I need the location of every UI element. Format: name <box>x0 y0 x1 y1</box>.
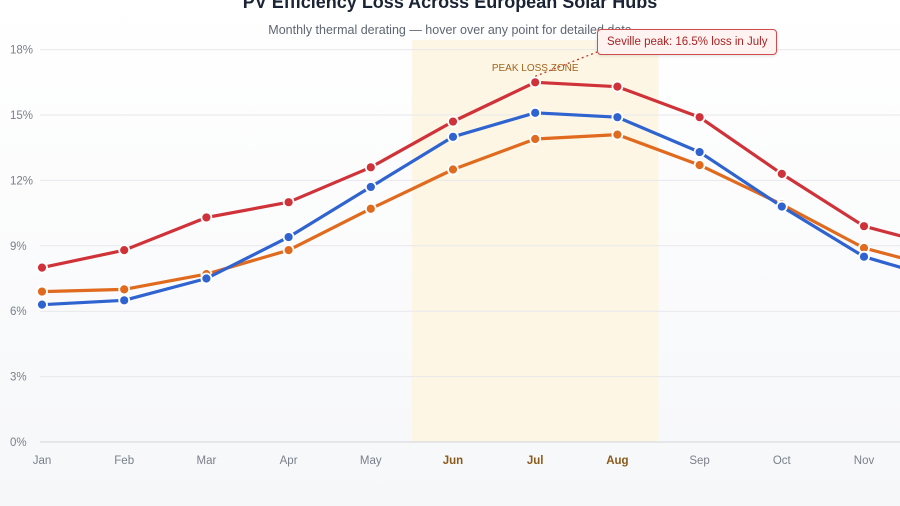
data-point[interactable] <box>529 133 542 145</box>
y-tick-label: 3% <box>10 372 27 384</box>
data-point[interactable] <box>118 283 131 296</box>
data-point[interactable] <box>364 181 377 193</box>
data-point[interactable] <box>693 159 706 172</box>
series-line <box>40 80 900 270</box>
y-tick-label: 6% <box>10 306 27 318</box>
data-point[interactable] <box>858 250 870 263</box>
data-point[interactable] <box>611 111 624 124</box>
peak-loss-zone-band <box>411 40 659 442</box>
data-point[interactable] <box>447 115 459 128</box>
seville-peak-tooltip: Seville peak: 16.5% loss in July <box>597 29 778 55</box>
series-line <box>40 111 900 307</box>
data-point[interactable] <box>693 111 706 124</box>
data-point[interactable] <box>858 220 870 233</box>
x-tick-label: Nov <box>854 455 875 467</box>
x-tick-label: Jan <box>33 455 52 467</box>
data-point[interactable] <box>529 106 542 119</box>
x-tick-label: Oct <box>773 455 792 467</box>
data-point[interactable] <box>282 196 295 209</box>
x-tick-label: Apr <box>280 455 298 467</box>
tooltip-leader-line <box>534 51 598 77</box>
x-tick-label: Aug <box>606 455 628 467</box>
data-point[interactable] <box>693 146 706 158</box>
data-point[interactable] <box>775 200 788 213</box>
data-point[interactable] <box>282 244 295 257</box>
data-point[interactable] <box>36 261 48 274</box>
series-line <box>40 133 900 294</box>
data-point[interactable] <box>282 231 295 243</box>
y-tick-label: 15% <box>10 110 33 122</box>
peak-loss-zone-label: PEAK LOSS ZONE <box>492 63 579 74</box>
data-point[interactable] <box>118 244 131 257</box>
data-point[interactable] <box>611 80 624 93</box>
x-tick-label: Jul <box>527 455 544 467</box>
data-point[interactable] <box>364 161 377 174</box>
data-point[interactable] <box>118 294 131 307</box>
data-point[interactable] <box>36 298 48 311</box>
y-tick-label: 12% <box>10 175 33 187</box>
chart-title: PV Efficiency Loss Across European Solar… <box>242 0 658 12</box>
data-point[interactable] <box>447 163 459 176</box>
y-tick-label: 18% <box>10 45 33 57</box>
x-tick-label: Jun <box>443 455 463 467</box>
data-point[interactable] <box>200 272 213 285</box>
x-tick-label: Sep <box>689 455 709 467</box>
data-point[interactable] <box>447 130 459 143</box>
data-point[interactable] <box>775 167 788 180</box>
data-point[interactable] <box>611 128 624 141</box>
x-tick-label: Mar <box>196 455 216 467</box>
data-point[interactable] <box>364 202 377 215</box>
y-tick-label: 0% <box>10 437 27 449</box>
data-point[interactable] <box>36 285 48 298</box>
y-tick-label: 9% <box>10 241 27 253</box>
x-tick-label: Feb <box>114 455 134 467</box>
x-tick-label: May <box>360 455 382 467</box>
chart-subtitle: Monthly thermal derating — hover over an… <box>268 23 632 37</box>
data-point[interactable] <box>200 211 213 224</box>
data-point[interactable] <box>529 76 542 89</box>
